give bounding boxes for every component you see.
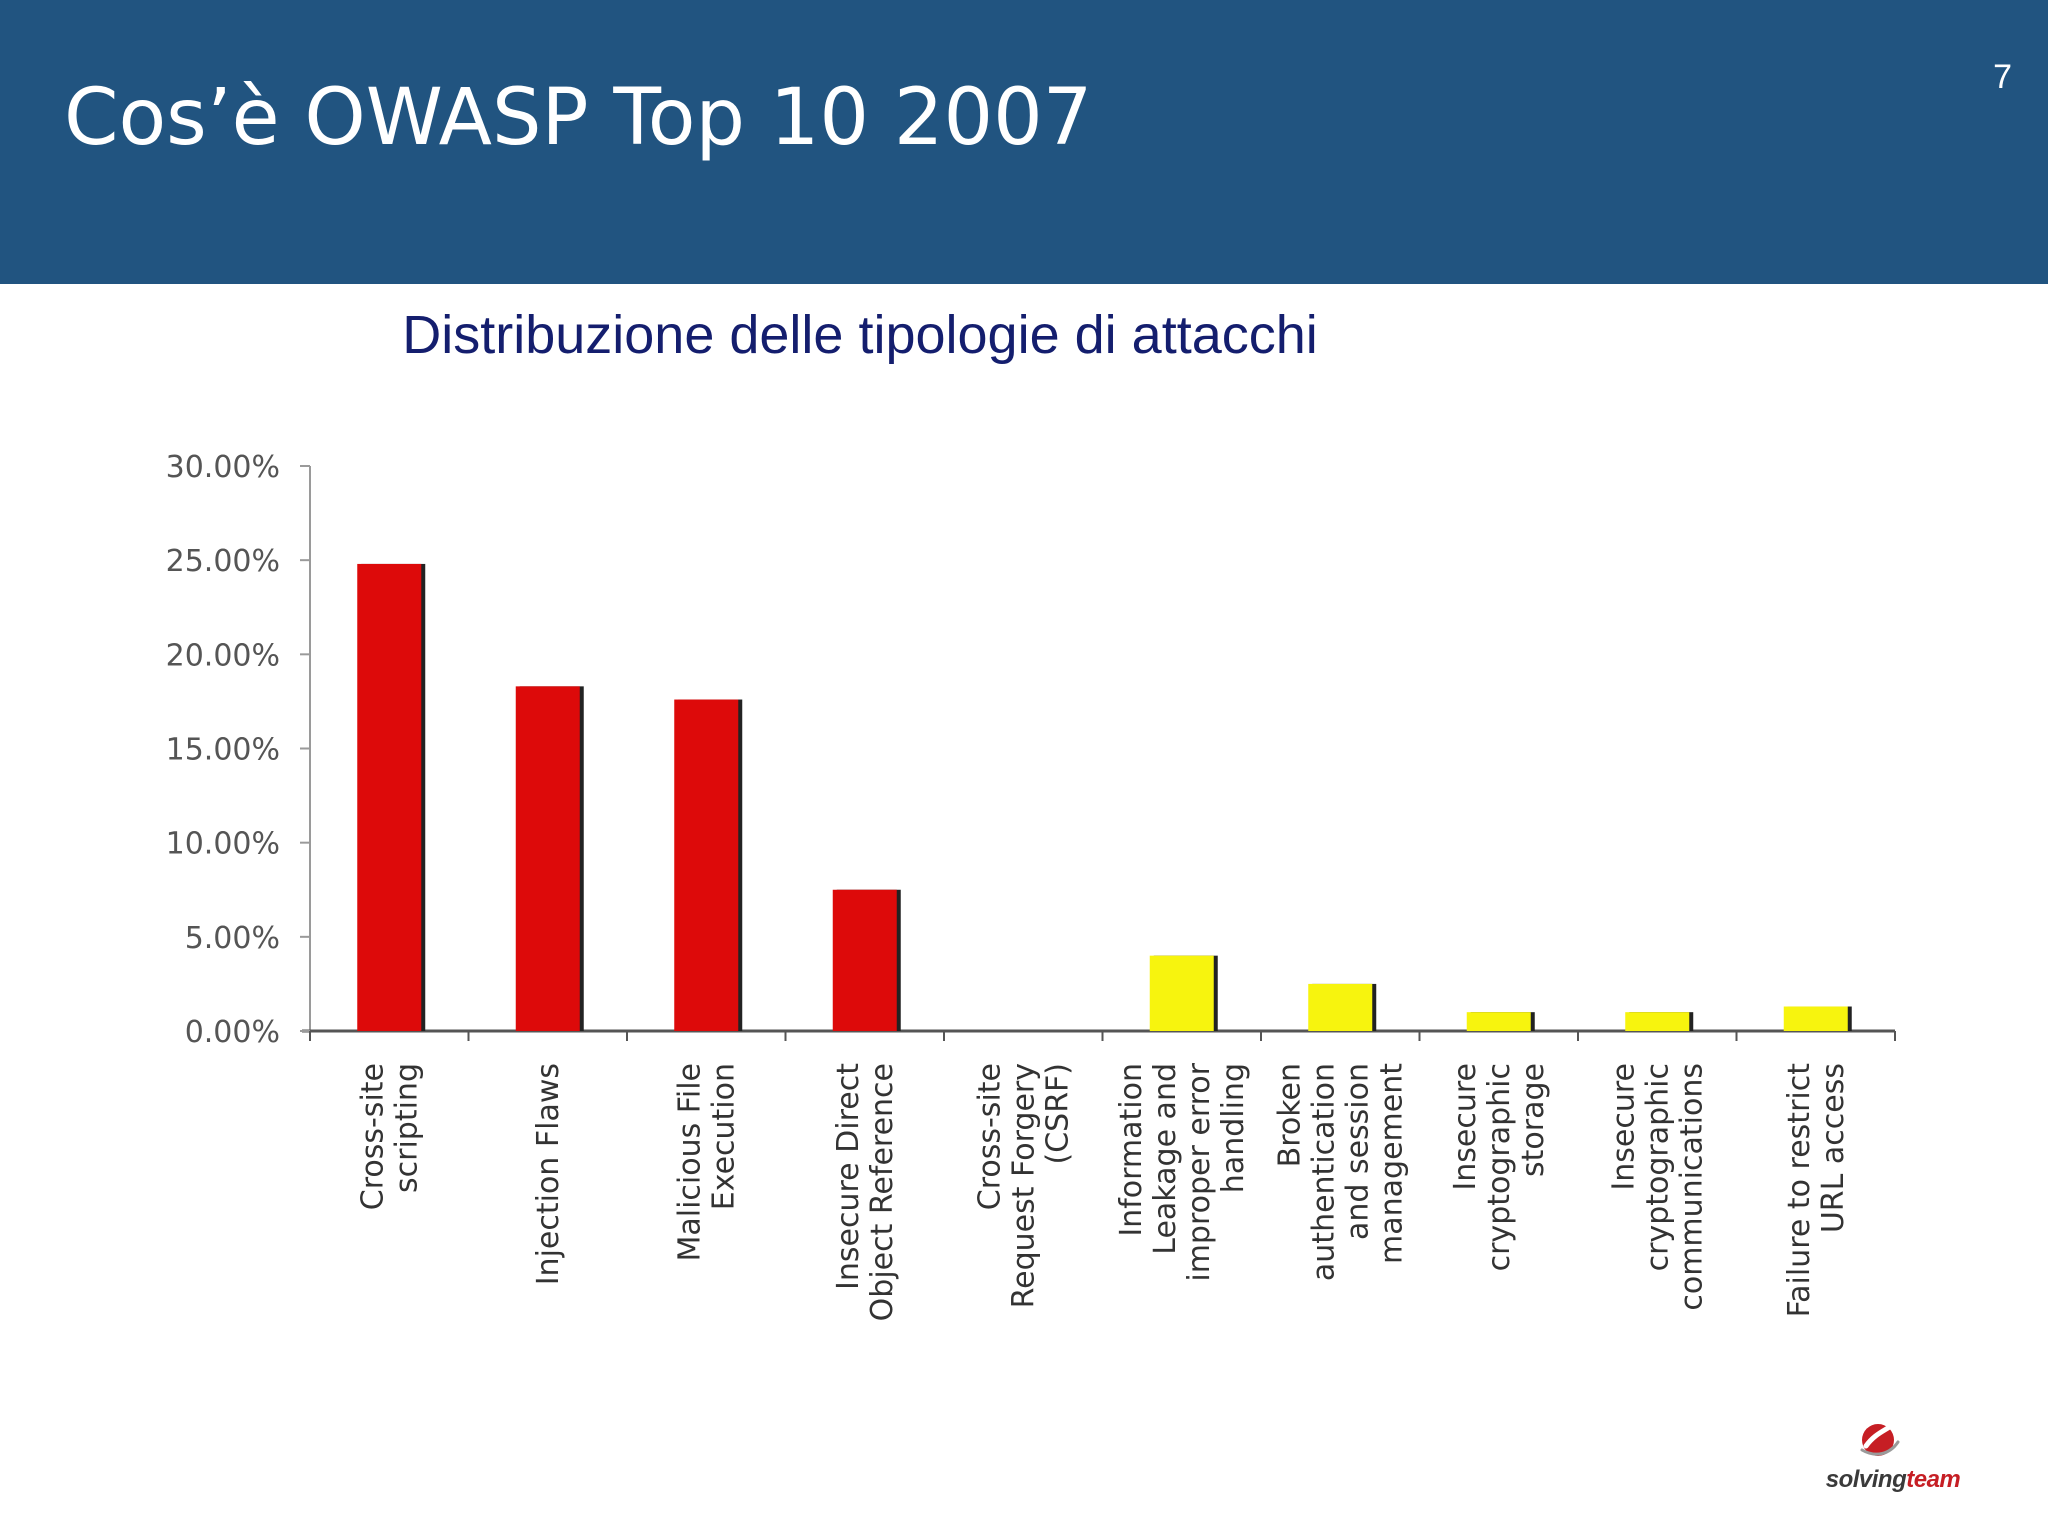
x-tick-label: Malicious File [672,1063,707,1262]
bar [1625,1012,1690,1031]
x-tick-label: Information [1114,1063,1149,1237]
bar [1149,955,1214,1031]
bar [1783,1006,1848,1031]
x-tick-label: storage [1516,1063,1551,1177]
x-tick-label: handling [1216,1063,1251,1193]
logo-text: solvingteam [1818,1466,1968,1494]
y-tick-label: 15.00% [166,733,280,768]
page-number: 7 [1993,58,2012,96]
bar [1466,1012,1531,1031]
x-tick-label: (CSRF) [1040,1063,1075,1165]
logo-mark-icon [1860,1419,1900,1456]
x-tick-label: scripting [389,1063,424,1193]
x-tick-label: Leakage and [1148,1063,1183,1255]
logo-text-main: solving [1825,1466,1907,1493]
bar [674,699,739,1031]
x-tick-label: Execution [706,1063,741,1210]
bar [357,563,422,1031]
y-tick-label: 20.00% [166,638,280,673]
x-tick-label: Insecure Direct [831,1063,866,1290]
logo-text-accent: team [1906,1466,1961,1493]
x-tick-label: communications [1674,1063,1709,1311]
y-tick-label: 25.00% [166,544,280,579]
bar [515,686,580,1031]
x-tick-label: Injection Flaws [531,1063,566,1285]
slide-title: Cos’è OWASP Top 10 2007 [64,73,1093,163]
x-tick-label: Cross-site [355,1063,390,1210]
solvingteam-logo: solvingteam [1818,1410,1968,1493]
x-tick-label: Insecure [1606,1063,1641,1191]
x-tick-label: Request Forgery [1006,1063,1041,1308]
y-tick-label: 5.00% [185,921,280,956]
x-tick-label: Broken [1272,1063,1307,1167]
bar [1308,983,1373,1031]
chart-subtitle: Distribuzione delle tipologie di attacch… [402,305,1318,365]
slide-header: Cos’è OWASP Top 10 2007 7 [0,0,2048,284]
x-tick-label: improper error [1182,1062,1217,1281]
y-tick-label: 10.00% [166,827,280,862]
x-tick-label: Insecure [1448,1063,1483,1191]
x-tick-label: authentication [1306,1063,1341,1281]
x-tick-label: and session [1340,1063,1375,1240]
x-tick-label: Object Reference [865,1063,900,1321]
bar [832,889,897,1031]
x-tick-label: Failure to restrict [1782,1063,1817,1318]
x-tick-label: management [1374,1063,1409,1264]
x-tick-label: cryptographic [1640,1063,1675,1271]
x-tick-label: URL access [1816,1063,1851,1233]
x-tick-label: Cross-site [972,1063,1007,1210]
x-tick-label: cryptographic [1482,1063,1517,1271]
y-tick-label: 0.00% [185,1015,280,1050]
y-tick-label: 30.00% [166,450,280,485]
